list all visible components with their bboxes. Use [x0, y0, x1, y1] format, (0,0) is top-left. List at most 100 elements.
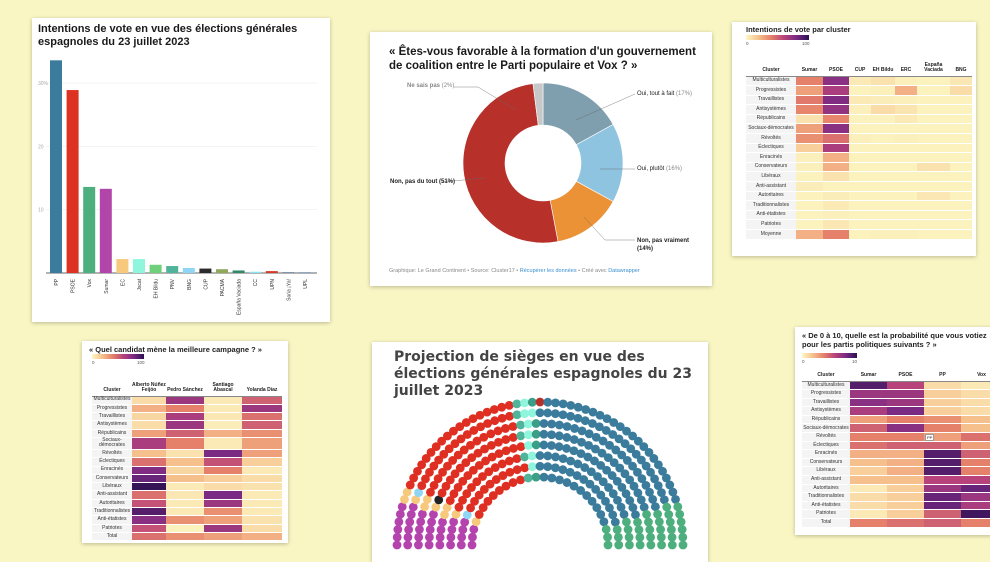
seat-Vox[interactable]: [646, 540, 656, 550]
heatmap-cell[interactable]: [917, 219, 950, 230]
seat-PP[interactable]: [615, 463, 625, 473]
heatmap-cell[interactable]: [849, 143, 871, 154]
heatmap-cell[interactable]: [917, 210, 950, 221]
heatmap-cell[interactable]: [917, 171, 950, 183]
heatmap-cell[interactable]: [166, 482, 204, 492]
heatmap-cell[interactable]: [895, 181, 917, 192]
seat-PP[interactable]: [591, 444, 600, 454]
heatmap-cell[interactable]: [849, 219, 871, 230]
heatmap-cell[interactable]: [204, 404, 242, 414]
seat-PSOE[interactable]: [501, 481, 511, 491]
seat-PSOE[interactable]: [474, 490, 484, 500]
heatmap-cell[interactable]: [132, 490, 166, 500]
heatmap-cell[interactable]: [132, 437, 166, 450]
seat-PSOE[interactable]: [474, 460, 484, 470]
heatmap-cell[interactable]: [132, 404, 166, 414]
seat-PSOE[interactable]: [453, 450, 463, 460]
heatmap-cell[interactable]: [950, 123, 972, 135]
seat-EC[interactable]: [471, 517, 481, 527]
seat-PP[interactable]: [622, 426, 631, 436]
seat-BNG[interactable]: [462, 510, 472, 520]
seat-Jxcat[interactable]: [520, 409, 530, 419]
seat-PSOE[interactable]: [494, 437, 503, 447]
seat-PP[interactable]: [626, 444, 636, 454]
seat-Vox[interactable]: [601, 524, 611, 534]
seat-PSOE[interactable]: [497, 402, 507, 412]
seat-CUP[interactable]: [434, 495, 444, 505]
heatmap-cell[interactable]: [166, 449, 204, 459]
heatmap-cell[interactable]: [895, 143, 917, 154]
seat-EC[interactable]: [411, 495, 421, 505]
seat-PP[interactable]: [619, 510, 629, 519]
seat-Jxcat[interactable]: [527, 408, 537, 418]
heatmap-cell[interactable]: [871, 143, 895, 154]
seat-PSOE[interactable]: [413, 466, 422, 476]
seat-EH Bildu[interactable]: [520, 452, 529, 462]
heatmap-cell[interactable]: [950, 210, 972, 221]
seat-PSOE[interactable]: [516, 442, 526, 452]
heatmap-cell[interactable]: [849, 104, 871, 115]
heatmap-cell[interactable]: [132, 499, 166, 509]
heatmap-cell[interactable]: [796, 104, 823, 115]
heatmap-cell[interactable]: [871, 104, 895, 115]
seat-Jxcat[interactable]: [527, 451, 537, 461]
seat-PP[interactable]: [628, 503, 638, 512]
heatmap-cell[interactable]: [961, 475, 990, 485]
seat-PP[interactable]: [639, 442, 649, 452]
heatmap-cell[interactable]: [242, 429, 282, 439]
seat-PP[interactable]: [607, 471, 617, 480]
heatmap-cell[interactable]: [204, 499, 242, 509]
seat-PP[interactable]: [631, 510, 640, 520]
heatmap-cell[interactable]: [871, 162, 895, 173]
seat-PSOE[interactable]: [462, 430, 472, 439]
heatmap-cell[interactable]: [204, 531, 242, 542]
heatmap-cell[interactable]: [887, 484, 924, 494]
seat-PSOE[interactable]: [493, 426, 503, 436]
heatmap-cell[interactable]: [895, 191, 917, 202]
bar-Jxcat[interactable]: [133, 259, 145, 273]
seat-PP[interactable]: [554, 431, 564, 441]
heatmap-cell[interactable]: [850, 398, 887, 408]
bar-Soria ¡Ya![interactable]: [282, 272, 295, 273]
seat-EC[interactable]: [420, 502, 430, 512]
seat-PSOE[interactable]: [508, 478, 518, 487]
seat-PP[interactable]: [609, 458, 619, 468]
heatmap-cell[interactable]: [950, 143, 972, 154]
seat-PSOE[interactable]: [437, 436, 447, 446]
heatmap-cell[interactable]: [961, 466, 990, 477]
seat-PSOE[interactable]: [454, 502, 464, 512]
heatmap-cell[interactable]: [132, 429, 166, 439]
heatmap-cell[interactable]: [166, 466, 204, 475]
seat-PP[interactable]: [593, 472, 602, 481]
seat-PP[interactable]: [628, 431, 637, 441]
heatmap-cell[interactable]: [950, 85, 972, 96]
seat-Sumar[interactable]: [392, 532, 402, 542]
heatmap-cell[interactable]: [924, 381, 961, 391]
seat-EC[interactable]: [402, 487, 412, 497]
heatmap-cell[interactable]: [887, 492, 924, 502]
seat-Vox[interactable]: [645, 525, 655, 534]
seat-PSOE[interactable]: [455, 422, 465, 432]
heatmap-cell[interactable]: [849, 85, 871, 96]
seat-PP[interactable]: [592, 503, 602, 513]
seat-PP[interactable]: [665, 480, 675, 490]
seat-PP[interactable]: [555, 420, 564, 430]
seat-PP[interactable]: [591, 432, 601, 442]
heatmap-cell[interactable]: [887, 441, 924, 451]
heatmap-cell[interactable]: [204, 420, 242, 430]
seat-PP[interactable]: [580, 416, 590, 426]
bar-EC[interactable]: [116, 259, 129, 273]
seat-PP[interactable]: [576, 449, 586, 459]
seat-PP[interactable]: [562, 444, 571, 453]
heatmap-cell[interactable]: [895, 133, 917, 144]
heatmap-cell[interactable]: [850, 449, 887, 459]
heatmap-cell[interactable]: [823, 76, 849, 87]
heatmap-cell[interactable]: [895, 76, 917, 87]
heatmap-cell[interactable]: [796, 95, 823, 106]
seat-PP[interactable]: [586, 467, 596, 477]
seat-PP[interactable]: [558, 399, 568, 409]
seat-PSOE[interactable]: [429, 480, 439, 490]
seat-PP[interactable]: [622, 456, 632, 465]
seat-PP[interactable]: [547, 419, 557, 429]
seat-PSOE[interactable]: [481, 456, 490, 466]
